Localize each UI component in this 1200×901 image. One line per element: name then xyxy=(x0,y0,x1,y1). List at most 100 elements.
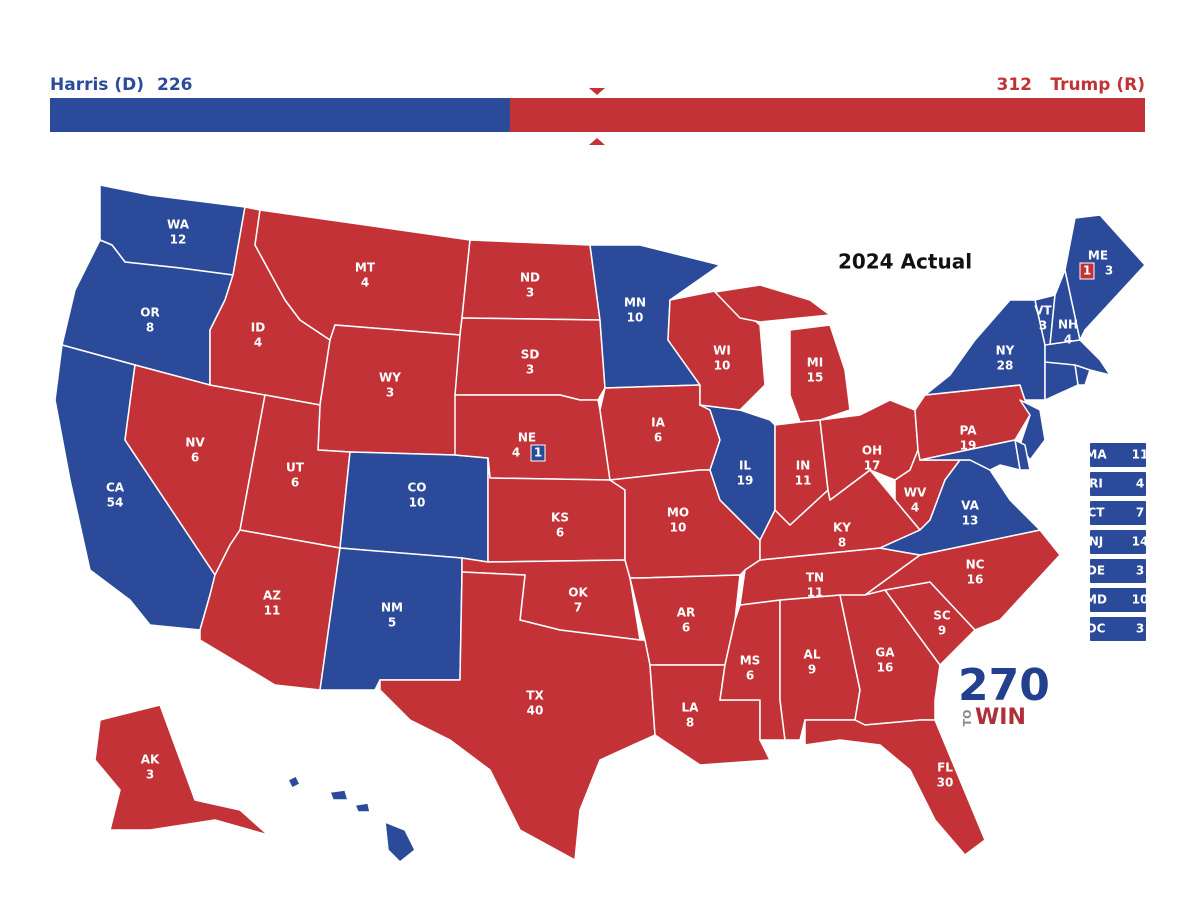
callout-abbr: DE xyxy=(1087,564,1105,578)
state-votes: 4 xyxy=(512,446,520,460)
state-votes: 13 xyxy=(962,514,979,528)
state-votes: 6 xyxy=(191,451,199,465)
state-shape xyxy=(924,299,1046,401)
state-abbr: MI xyxy=(807,356,823,370)
left-candidate: Harris (D) xyxy=(50,75,144,95)
state-shape xyxy=(287,775,301,789)
state-abbr: IL xyxy=(739,459,751,473)
state-votes: 19 xyxy=(737,474,754,488)
state-shape xyxy=(384,821,416,863)
state-abbr: MT xyxy=(355,261,376,275)
state-shape xyxy=(379,571,656,861)
state-abbr: OR xyxy=(140,306,159,320)
state-abbr: VA xyxy=(961,499,979,513)
state-abbr: KY xyxy=(833,521,851,535)
state-shape xyxy=(1044,361,1079,401)
map-title: 2024 Actual xyxy=(838,250,972,274)
state-abbr: VT xyxy=(1034,304,1052,318)
state-abbr: MS xyxy=(740,654,761,668)
right-bar xyxy=(509,98,1145,132)
state-abbr: AR xyxy=(677,606,696,620)
callout-votes: 11 xyxy=(1132,448,1149,462)
state-votes: 10 xyxy=(714,359,731,373)
state-abbr: NE xyxy=(518,431,536,445)
state-votes: 4 xyxy=(254,336,262,350)
state-shape xyxy=(714,284,831,323)
logo: 270 TO WIN xyxy=(958,660,1050,730)
state-abbr: WI xyxy=(713,344,731,358)
state-abbr: TX xyxy=(526,689,544,703)
state-votes: 4 xyxy=(369,839,377,853)
state-votes: 3 xyxy=(526,363,534,377)
state-shape xyxy=(1019,399,1046,461)
state-abbr: AZ xyxy=(263,589,281,603)
state-abbr: MO xyxy=(667,506,689,520)
state-abbr: WA xyxy=(167,218,190,232)
state-shape xyxy=(789,324,851,423)
logo-number: 270 xyxy=(958,660,1050,711)
state-votes: 7 xyxy=(574,601,582,615)
state-votes: 11 xyxy=(795,474,812,488)
state-votes: 10 xyxy=(670,521,687,535)
left-bar xyxy=(50,98,510,132)
callout-abbr: CT xyxy=(1088,506,1106,520)
callout-abbr: DC xyxy=(1087,622,1106,636)
state-votes: 6 xyxy=(654,431,662,445)
right-votes: 312 xyxy=(997,75,1033,95)
state-abbr: TN xyxy=(806,571,824,585)
state-shape xyxy=(94,704,269,836)
callout-votes: 4 xyxy=(1136,477,1144,491)
state-abbr: NV xyxy=(185,436,205,450)
state-votes: 6 xyxy=(291,476,299,490)
right-candidate: Trump (R) xyxy=(1050,75,1145,95)
state-abbr: NM xyxy=(381,601,403,615)
callout-abbr: NJ xyxy=(1089,535,1104,549)
state-abbr: WV xyxy=(904,486,927,500)
district-box xyxy=(1079,262,1095,280)
callout-abbr: MA xyxy=(1085,448,1107,462)
state-votes: 4 xyxy=(911,501,919,515)
state-votes: 11 xyxy=(807,586,824,600)
state-shape xyxy=(699,404,776,541)
state-shape xyxy=(919,439,1021,471)
state-shape xyxy=(804,719,986,856)
logo-to: TO xyxy=(961,710,974,727)
state-votes: 4 xyxy=(1064,333,1072,347)
state-abbr: SC xyxy=(933,609,951,623)
state-votes: 10 xyxy=(409,496,426,510)
state-votes: 12 xyxy=(170,233,187,247)
state-abbr: WY xyxy=(379,371,401,385)
state-abbr: ND xyxy=(520,271,540,285)
state-votes: 9 xyxy=(808,663,816,677)
callout-votes: 14 xyxy=(1132,535,1149,549)
state-abbr: AL xyxy=(804,648,821,662)
state-abbr: SD xyxy=(521,348,540,362)
state-votes: 3 xyxy=(1105,264,1113,278)
district-votes: 1 xyxy=(534,446,542,460)
midpoint-marker xyxy=(589,138,605,145)
callout-box xyxy=(1090,472,1146,496)
state-shape xyxy=(329,789,349,801)
logo-win: WIN xyxy=(975,705,1026,730)
state-abbr: LA xyxy=(682,701,700,715)
state-votes: 8 xyxy=(146,321,154,335)
state-votes: 8 xyxy=(686,716,694,730)
callout-box xyxy=(1090,617,1146,641)
state-votes: 15 xyxy=(807,371,824,385)
state-abbr: MN xyxy=(624,296,646,310)
state-shape xyxy=(354,802,371,813)
state-abbr: NH xyxy=(1058,318,1078,332)
state-abbr: CO xyxy=(407,481,426,495)
callout-box xyxy=(1090,501,1146,525)
state-abbr: OH xyxy=(862,444,882,458)
callout-abbr: MD xyxy=(1085,593,1107,607)
state-votes: 30 xyxy=(937,776,954,790)
callout-abbr: RI xyxy=(1089,477,1103,491)
state-votes: 28 xyxy=(997,359,1014,373)
midpoint-marker xyxy=(589,88,605,95)
callout-votes: 3 xyxy=(1136,622,1144,636)
state-votes: 3 xyxy=(146,768,154,782)
state-votes: 17 xyxy=(864,459,881,473)
state-votes: 4 xyxy=(361,276,369,290)
callout-box xyxy=(1090,559,1146,583)
